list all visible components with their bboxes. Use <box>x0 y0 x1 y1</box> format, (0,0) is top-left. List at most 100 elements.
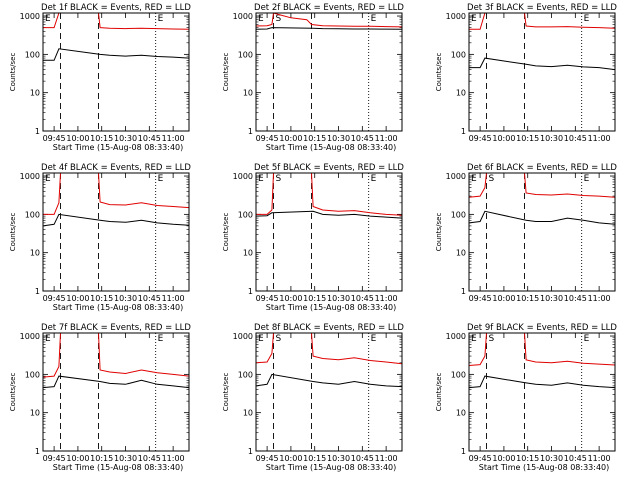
x-tick-label: 10:00 <box>279 454 302 463</box>
x-tick-label: 10:15 <box>90 454 113 463</box>
x-tick-label: 10:00 <box>66 294 89 303</box>
y-tick-label: 1000 <box>233 172 253 181</box>
x-tick-label: 10:45 <box>564 294 587 303</box>
x-tick-label: 10:30 <box>540 134 563 143</box>
panel-4: Det 4f BLACK = Events, RED = LLD Counts/s… <box>9 163 191 312</box>
panel-1: Det 1f BLACK = Events, RED = LLD Counts/s… <box>9 3 191 152</box>
x-tick-label: 10:00 <box>66 454 89 463</box>
panel-3: Det 3f BLACK = Events, RED = LLD Counts/s… <box>435 3 617 143</box>
x-tick-label: 10:45 <box>138 454 161 463</box>
y-tick-label: 10 <box>30 409 40 418</box>
panel-title: Det 1f BLACK = Events, RED = LLD <box>41 3 191 13</box>
plot-frame <box>468 12 616 132</box>
event-marker-label: E <box>584 174 590 184</box>
event-marker-label: S <box>488 334 494 344</box>
y-tick-label: 10 <box>243 409 253 418</box>
x-axis-label: Start Time (15-Aug-08 08:33:40) <box>53 303 184 312</box>
y-tick-label: 10 <box>30 249 40 258</box>
y-tick-label: 10 <box>243 89 253 98</box>
y-tick-label: 100 <box>25 370 40 379</box>
y-tick-label: 100 <box>25 50 40 59</box>
series-events <box>469 57 615 71</box>
series-events <box>469 375 615 389</box>
x-axis-label: Start Time (15-Aug-08 08:33:40) <box>479 463 610 472</box>
y-tick-label: 10 <box>456 409 466 418</box>
x-tick-label: 09:45 <box>256 134 279 143</box>
panel-title: Det 5f BLACK = Events, RED = LLD <box>254 163 404 173</box>
x-tick-label: 10:30 <box>327 454 350 463</box>
x-tick-label: 10:30 <box>540 294 563 303</box>
plot-frame <box>42 332 190 452</box>
x-tick-label: 09:45 <box>469 294 492 303</box>
y-tick-label: 10 <box>456 89 466 98</box>
x-tick-label: 10:00 <box>66 134 89 143</box>
y-tick-label: 1000 <box>20 172 40 181</box>
series-lld <box>469 13 615 30</box>
y-tick-label: 100 <box>451 50 466 59</box>
x-tick-label: 10:45 <box>138 134 161 143</box>
x-tick-label: 11:00 <box>375 134 398 143</box>
x-tick-label: 10:30 <box>327 294 350 303</box>
plot-frame <box>42 172 190 292</box>
event-marker-label: S <box>275 174 281 184</box>
x-tick-label: 09:45 <box>43 134 66 143</box>
panel-title: Det 2f BLACK = Events, RED = LLD <box>254 3 404 13</box>
x-tick-label: 10:45 <box>564 134 587 143</box>
plot-frame <box>42 12 190 132</box>
event-marker-label: E <box>258 174 264 184</box>
x-tick-label: 11:00 <box>162 134 185 143</box>
y-tick-label: 1 <box>248 447 253 456</box>
x-tick-label: 10:15 <box>516 294 539 303</box>
series-lld <box>469 173 615 198</box>
x-tick-label: 09:45 <box>256 454 279 463</box>
event-marker-label: E <box>45 334 51 344</box>
y-tick-label: 1 <box>461 127 466 136</box>
y-tick-label: 100 <box>451 210 466 219</box>
y-tick-label: 100 <box>238 210 253 219</box>
y-axis-label: Counts/sec <box>222 373 230 412</box>
x-axis-label: Start Time (15-Aug-08 08:33:40) <box>266 143 397 152</box>
event-marker-label: E <box>258 14 264 24</box>
y-tick-label: 1 <box>461 447 466 456</box>
event-marker-label: S <box>275 14 281 24</box>
series-lld <box>43 333 189 378</box>
y-tick-label: 1 <box>248 287 253 296</box>
x-tick-label: 10:30 <box>327 134 350 143</box>
y-tick-label: 100 <box>238 50 253 59</box>
series-lld <box>256 333 402 365</box>
y-tick-label: 1000 <box>446 172 466 181</box>
x-tick-label: 11:00 <box>162 294 185 303</box>
event-marker-label: E <box>584 334 590 344</box>
panel-title: Det 6f BLACK = Events, RED = LLD <box>467 163 617 173</box>
x-tick-label: 10:45 <box>351 294 374 303</box>
event-marker-label: S <box>488 174 494 184</box>
series-events <box>43 48 189 61</box>
x-tick-label: 10:15 <box>90 294 113 303</box>
y-tick-label: 1 <box>248 127 253 136</box>
panel-9: Det 9f BLACK = Events, RED = LLD Counts/s… <box>435 323 617 472</box>
x-tick-label: 10:00 <box>492 454 515 463</box>
x-tick-label: 10:15 <box>90 134 113 143</box>
panel-8: Det 8f BLACK = Events, RED = LLD Counts/s… <box>222 323 404 472</box>
y-axis-label: Counts/sec <box>435 53 443 92</box>
event-marker-label: E <box>158 14 164 24</box>
x-tick-label: 10:45 <box>138 294 161 303</box>
plot-frame <box>255 12 403 132</box>
x-tick-label: 10:15 <box>516 454 539 463</box>
y-tick-label: 10 <box>456 249 466 258</box>
panel-5: Det 5f BLACK = Events, RED = LLD Counts/s… <box>222 163 404 312</box>
x-tick-label: 10:00 <box>279 294 302 303</box>
y-tick-label: 1000 <box>20 332 40 341</box>
x-axis-label: Start Time (15-Aug-08 08:33:40) <box>266 303 397 312</box>
series-lld <box>256 173 402 216</box>
x-tick-label: 10:00 <box>279 134 302 143</box>
x-axis-label: Start Time (15-Aug-08 08:33:40) <box>53 143 184 152</box>
series-lld <box>43 13 189 30</box>
x-tick-label: 10:45 <box>351 454 374 463</box>
y-tick-label: 1000 <box>233 12 253 21</box>
plot-frame <box>468 172 616 292</box>
y-tick-label: 1000 <box>20 12 40 21</box>
panel-title: Det 7f BLACK = Events, RED = LLD <box>41 323 191 333</box>
x-tick-label: 10:30 <box>540 454 563 463</box>
